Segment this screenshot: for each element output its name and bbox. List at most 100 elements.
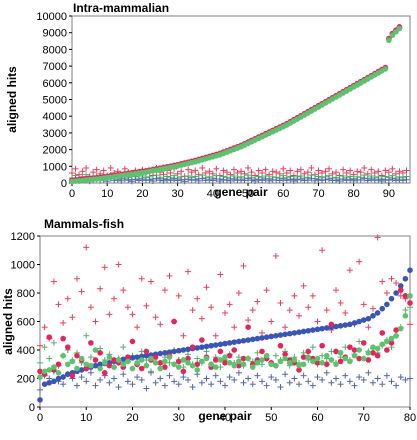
data-point [262, 176, 269, 183]
data-point [79, 168, 86, 175]
data-point [351, 352, 358, 359]
data-point [198, 379, 205, 386]
data-point [223, 177, 230, 184]
data-point [402, 313, 409, 319]
data-point [217, 378, 224, 385]
data-point [374, 234, 381, 241]
data-point [337, 358, 344, 365]
data-point [333, 177, 340, 184]
data-point [286, 330, 293, 337]
data-point [64, 344, 71, 350]
data-point [92, 318, 99, 325]
data-point [106, 379, 113, 386]
data-point [314, 318, 321, 325]
data-point [226, 340, 233, 346]
data-point [37, 374, 43, 380]
data-point [346, 378, 353, 385]
x-tick-label: 40 [207, 188, 219, 200]
data-point [194, 345, 201, 351]
data-point [333, 361, 339, 368]
data-point [101, 360, 108, 366]
data-point [222, 309, 228, 316]
data-point [83, 164, 90, 171]
data-point [222, 354, 228, 360]
data-point [254, 372, 261, 379]
data-point [37, 397, 43, 403]
data-point [148, 369, 154, 376]
data-point [157, 360, 164, 366]
data-point [309, 292, 316, 299]
data-point [50, 339, 57, 346]
data-point [272, 252, 279, 259]
y-axis-label: aligned hits [5, 66, 19, 133]
x-tick-label: 10 [80, 412, 92, 424]
data-point [41, 324, 48, 331]
data-point [374, 375, 381, 382]
data-point [171, 378, 178, 385]
data-point [194, 361, 201, 368]
data-point [340, 176, 347, 183]
data-point [231, 376, 238, 383]
data-point [326, 165, 333, 172]
data-point [124, 304, 131, 311]
data-point [356, 258, 363, 265]
data-point [379, 341, 386, 348]
data-point [388, 378, 395, 385]
data-point [382, 66, 389, 72]
data-point [269, 168, 276, 175]
data-point [342, 355, 349, 362]
data-point [346, 267, 353, 274]
data-point [134, 354, 140, 360]
data-point [240, 262, 247, 269]
data-point [248, 169, 255, 176]
data-point [152, 354, 159, 360]
data-point [305, 354, 312, 360]
data-point [199, 358, 205, 365]
data-point [157, 321, 164, 328]
x-tick-label: 20 [126, 412, 138, 424]
data-point [180, 347, 187, 353]
data-point [385, 169, 392, 176]
data-point [273, 332, 279, 339]
data-point [268, 361, 275, 368]
data-point [388, 340, 395, 346]
data-point [135, 177, 142, 184]
data-point [354, 168, 361, 175]
data-point [368, 166, 375, 173]
data-point [164, 176, 171, 183]
data-point [319, 342, 325, 349]
data-point [323, 307, 330, 314]
data-point [185, 376, 191, 383]
data-point [323, 325, 330, 331]
data-point [231, 339, 238, 345]
data-point [385, 177, 392, 184]
data-point [296, 367, 302, 373]
data-point [245, 164, 252, 171]
x-tick-label: 10 [101, 188, 113, 200]
x-tick-label: 70 [358, 412, 370, 424]
data-point [125, 354, 131, 360]
data-point [212, 357, 219, 363]
data-point [368, 176, 375, 183]
data-point [277, 358, 284, 365]
data-point [217, 271, 224, 278]
data-point [351, 382, 358, 389]
data-point [392, 177, 399, 184]
data-point [194, 367, 201, 373]
y-axis-label: aligned hits [1, 288, 15, 355]
data-point [230, 166, 237, 173]
data-point [240, 361, 247, 368]
data-point [254, 349, 261, 356]
data-point [393, 327, 399, 333]
data-point [175, 347, 182, 354]
data-point [41, 344, 48, 351]
data-point [347, 358, 353, 365]
data-point [356, 355, 362, 362]
data-point [181, 178, 188, 185]
data-point [37, 342, 43, 349]
data-point [240, 379, 247, 386]
data-point [407, 293, 413, 299]
data-point [365, 350, 372, 356]
data-point [236, 362, 242, 369]
data-point [282, 371, 289, 378]
